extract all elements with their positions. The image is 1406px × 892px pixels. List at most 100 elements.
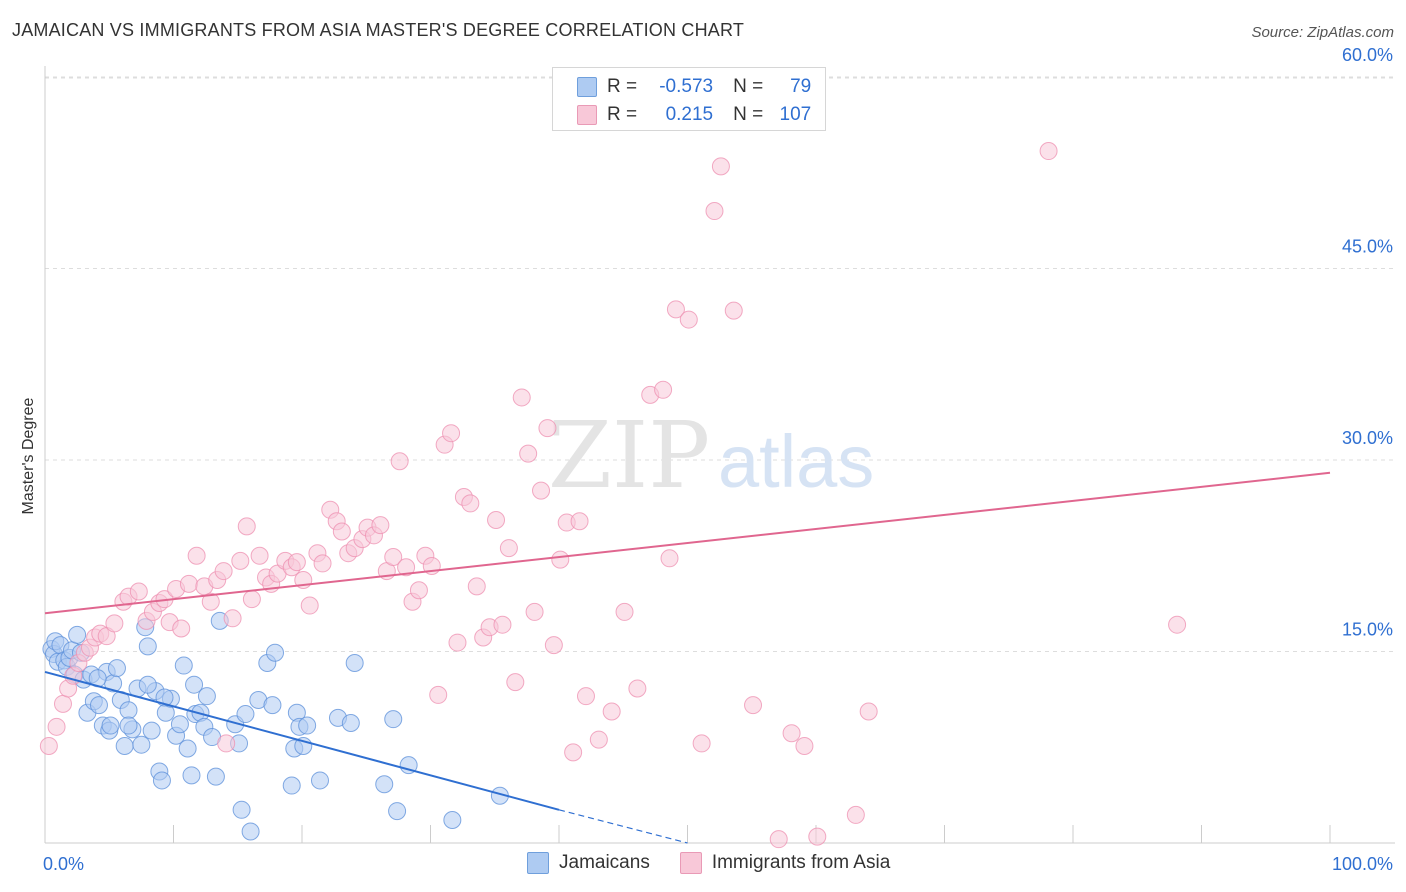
jamaicans-trend-extension [558,809,688,844]
jamaican-point [132,735,151,754]
jamaican-point [138,637,157,656]
x-tick-label: 100.0% [1332,854,1393,874]
jamaican-point [443,811,462,830]
jamaican-point [310,771,329,790]
asia-point [576,687,595,706]
asia-point [525,602,544,621]
jamaican-point [155,688,174,707]
asia-point [313,554,332,573]
asia-point [129,582,148,601]
legend-item-asia[interactable]: Immigrants from Asia [679,852,891,874]
jamaicans-trend-line [44,670,560,811]
asia-legend-label: Immigrants from Asia [711,852,891,873]
watermark-atlas: atlas [718,420,874,503]
asia-point [660,549,679,568]
r-label: R = [607,104,638,125]
y-tick-label: 60.0% [1342,45,1393,65]
asia-point [461,494,480,513]
asia-point [506,673,525,692]
asia-point [332,522,351,541]
asia-point [39,736,58,755]
asia-point [47,717,66,736]
asia-point [237,517,256,536]
y-axis-label: Master's Degree [20,397,37,514]
series-legend: Jamaicans Immigrants from Asia [527,852,920,874]
jamaican-point [182,766,201,785]
asia-point [564,743,583,762]
asia-point [1168,615,1187,634]
y-tick-label: 30.0% [1342,428,1393,448]
jamaican-point [101,716,120,735]
asia-point [679,310,698,329]
jamaicans-r-value: -0.573 [659,76,714,97]
asia-trend-line [44,471,1331,615]
asia-point [654,380,673,399]
tick-labels: 15.0% 30.0% 45.0% 60.0% 0.0% 100.0% [43,45,1393,874]
watermark: ZIP atlas [548,402,874,509]
jamaican-point [388,802,407,821]
asia-point [519,444,538,463]
jamaicans-n-value: 79 [790,76,812,97]
asia-point [397,558,416,577]
jamaican-point [119,701,138,720]
jamaican-point [119,716,138,735]
jamaican-point [115,736,134,755]
axes [44,66,1395,844]
asia-point [1039,142,1058,161]
y-tick-label: 45.0% [1342,237,1393,257]
jamaican-point [178,739,197,758]
asia-point [615,602,634,621]
legend-item-jamaicans[interactable]: Jamaicans [527,852,650,874]
jamaican-point [89,696,108,715]
legend-row-jamaicans: R = -0.573 N = 79 [577,74,811,100]
asia-point [628,679,647,698]
asia-point [409,581,428,600]
asia-point [692,734,711,753]
jamaicans-points [42,611,509,841]
n-label: N = [733,104,764,125]
asia-point [217,734,236,753]
asia-point [371,516,390,535]
jamaican-point [138,675,157,694]
x-tick-label: 0.0% [43,854,84,874]
asia-point [287,553,306,572]
asia-point [467,577,486,596]
asia-point [223,609,242,628]
asia-point [250,546,269,565]
jamaican-point [282,776,301,795]
asia-point [744,696,763,715]
jamaicans-legend-swatch [527,852,549,874]
r-label: R = [607,76,638,97]
y-tick-label: 15.0% [1342,620,1393,640]
asia-point [105,614,124,633]
jamaican-point [68,625,87,644]
n-label: N = [733,76,764,97]
jamaican-point [384,710,403,729]
asia-point [512,388,531,407]
asia-point [172,619,191,638]
asia-point [538,419,557,438]
correlation-legend: R = -0.573 N = 79 R = 0.215 N = 107 [552,67,826,131]
asia-point [859,702,878,721]
jamaican-point [266,643,285,662]
asia-point [214,562,233,581]
asia-point [201,592,220,611]
chart-title: JAMAICAN VS IMMIGRANTS FROM ASIA MASTER'… [12,20,745,40]
asia-point [551,550,570,569]
asia-point [429,685,448,704]
asia-point [390,452,409,471]
jamaican-point [142,721,161,740]
watermark-zip: ZIP [548,402,710,509]
jamaican-point [375,775,394,794]
asia-point [242,590,261,609]
jamaican-point [399,756,418,775]
jamaicans-legend-label: Jamaicans [559,852,650,873]
asia-point [795,736,814,755]
legend-row-asia: R = 0.215 N = 107 [577,102,811,128]
asia-point [544,636,563,655]
jamaican-point [152,771,171,790]
asia-point [187,546,206,565]
asia-point [666,300,685,319]
asia-point [589,730,608,749]
jamaican-point [236,705,255,724]
